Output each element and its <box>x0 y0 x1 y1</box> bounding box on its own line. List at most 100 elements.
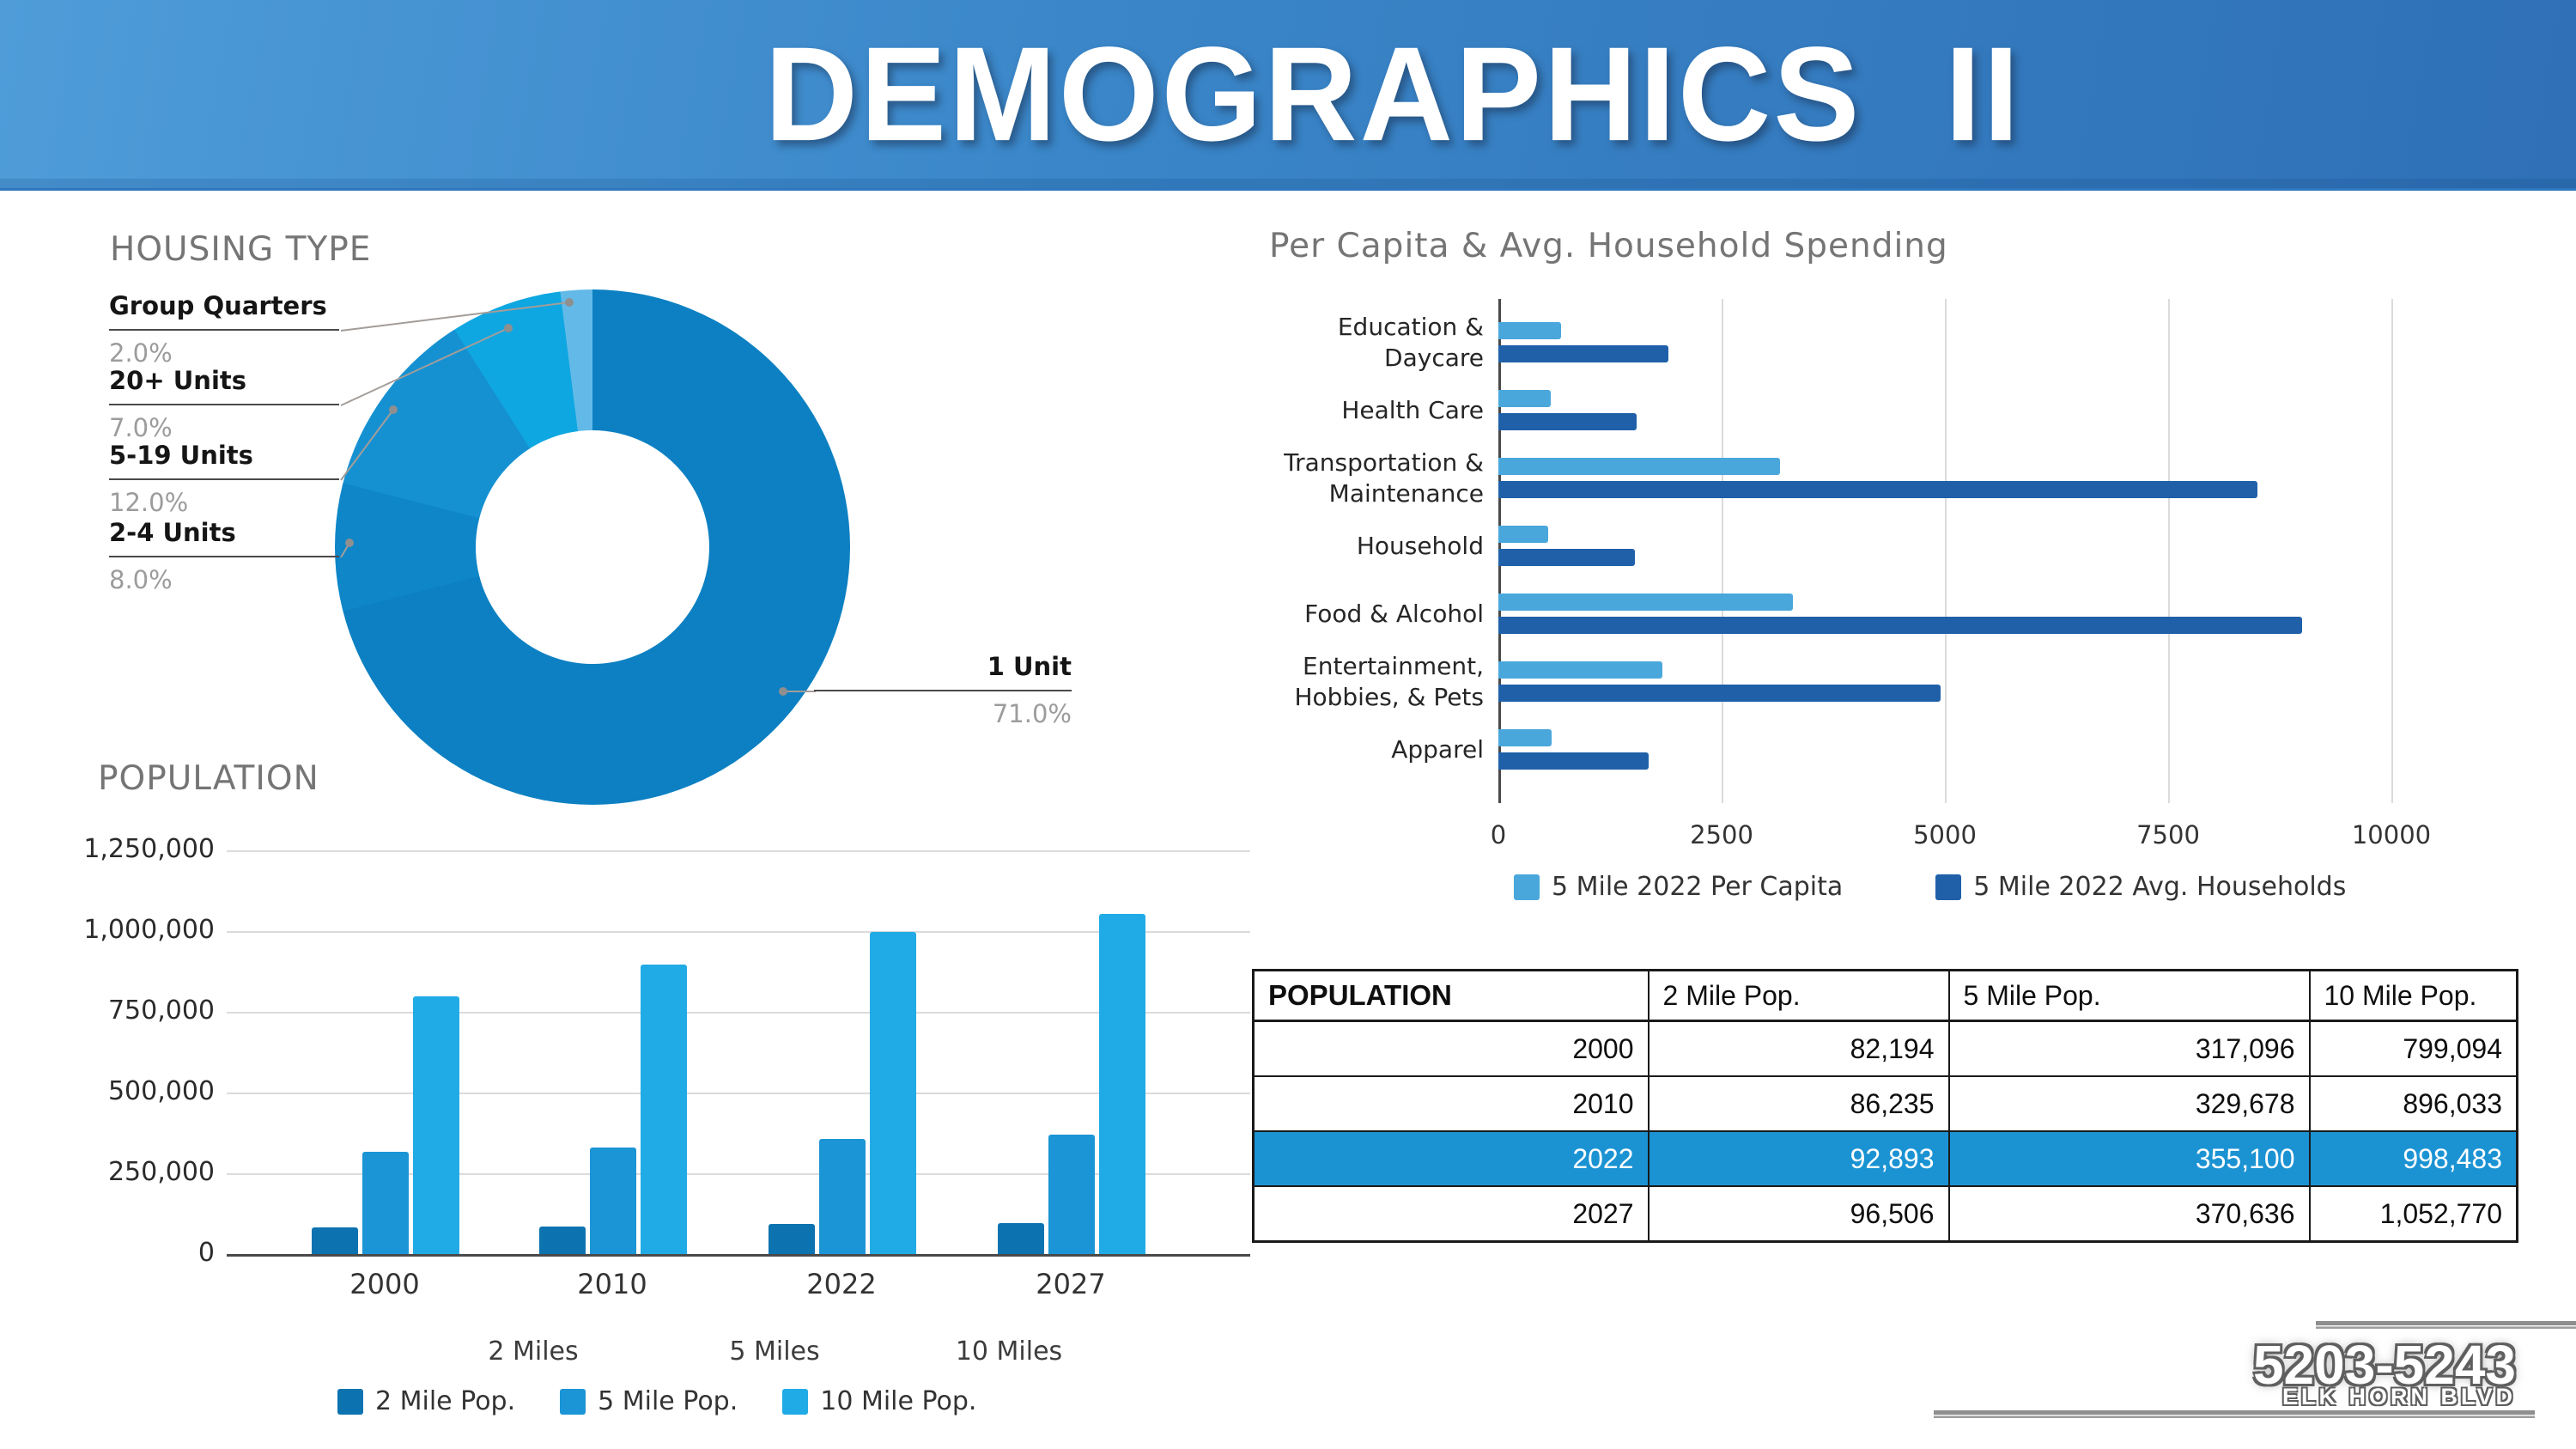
bar-5-mile-2022-per-capita-household <box>1498 526 1549 543</box>
donut-callout-2-4-units: 2-4 Units 8.0% <box>109 517 339 594</box>
spending-row-food-alcohol: Food & Alcohol <box>1269 570 2557 638</box>
bar-5-mile-2022-avg-households-transportation-maintenance <box>1498 481 2257 498</box>
table-cell: 998,483 <box>2308 1130 2518 1187</box>
distance-label-5-miles: 5 Miles <box>729 1336 820 1367</box>
population-x-tick: 2010 <box>577 1268 647 1300</box>
spending-category-label: Household <box>1356 531 1484 560</box>
bar-5-mile-pop-2027 <box>1048 1134 1095 1254</box>
bar-5-mile-2022-per-capita-entertainment-hobbies-pets <box>1498 661 1663 679</box>
table-cell: 1,052,770 <box>2308 1185 2518 1243</box>
bar-5-mile-pop-2022 <box>819 1139 866 1254</box>
spending-row-household: Household <box>1269 502 2557 570</box>
spending-bar-pair <box>1498 390 1637 430</box>
population-gridline <box>227 850 1250 852</box>
population-bar-group-2022 <box>769 931 916 1254</box>
spending-plot-area: Education & Daycare Health Care Transporta… <box>1269 299 2557 803</box>
spending-category-label: Education & Daycare <box>1337 312 1484 372</box>
spending-title: Per Capita & Avg. Household Spending <box>1269 227 1948 265</box>
logo-street-name: ELK HORN BLVD <box>2282 1384 2516 1409</box>
spending-bar-chart: Education & Daycare Health Care Transporta… <box>1269 219 2574 932</box>
bar-2-mile-pop-2000 <box>312 1227 358 1254</box>
legend-label: 5 Mile 2022 Avg. Households <box>1973 872 2347 902</box>
legend-label: 10 Mile Pop. <box>820 1386 977 1416</box>
table-cell: 82,194 <box>1647 1020 1950 1077</box>
donut-hole <box>476 430 709 664</box>
bar-5-mile-2022-per-capita-education-daycare <box>1498 322 1561 339</box>
table-cell: 86,235 <box>1647 1075 1950 1132</box>
table-row-2022: 2022 92,893 355,100 998,483 <box>1252 1130 2518 1187</box>
legend-item-5-mile-2022-avg-households: 5 Mile 2022 Avg. Households <box>1935 872 2346 902</box>
spending-legend: 5 Mile 2022 Per Capita 5 Mile 2022 Avg. H… <box>1514 872 2439 902</box>
donut-callout-5-19-units: 5-19 Units 12.0% <box>109 440 339 517</box>
population-y-tick: 0 <box>197 1238 215 1268</box>
spending-x-tick: 10000 <box>2351 820 2432 849</box>
population-gridline <box>227 931 1250 933</box>
bar-10-mile-pop-2022 <box>870 931 916 1254</box>
table-row-2027: 2027 96,506 370,636 1,052,770 <box>1252 1185 2518 1243</box>
slice-label: 20+ Units <box>109 365 339 405</box>
spending-bar-pair <box>1498 526 1636 566</box>
spending-row-apparel: Apparel <box>1269 706 2557 774</box>
slice-percent: 2.0% <box>109 338 173 368</box>
population-bar-group-2010 <box>539 965 687 1254</box>
population-y-tick: 1,000,000 <box>83 915 215 945</box>
table-cell: 96,506 <box>1647 1185 1950 1243</box>
bar-5-mile-pop-2010 <box>590 1148 636 1254</box>
slice-percent: 12.0% <box>109 488 189 517</box>
spending-gridline <box>2391 299 2393 803</box>
slice-percent: 71.0% <box>992 699 1072 728</box>
bar-5-mile-2022-avg-households-entertainment-hobbies-pets <box>1498 685 1941 702</box>
table-header-row: POPULATION 2 Mile Pop. 5 Mile Pop. 10 Mile … <box>1252 969 2518 1022</box>
housing-type-title: HOUSING TYPE <box>110 230 372 269</box>
table-row-2010: 2010 86,235 329,678 896,033 <box>1252 1075 2518 1132</box>
bar-5-mile-2022-avg-households-household <box>1498 549 1636 566</box>
table-header-cell-2-mile-pop: 2 Mile Pop. <box>1647 969 1950 1022</box>
bar-5-mile-2022-per-capita-health-care <box>1498 390 1552 407</box>
leader-dot-group-quarters <box>565 298 574 307</box>
slice-label: 1 Unit <box>814 651 1072 691</box>
table-cell: 329,678 <box>1947 1075 2311 1132</box>
population-gridline <box>227 1173 1250 1175</box>
bar-5-mile-2022-avg-households-apparel <box>1498 752 1649 770</box>
slice-label: Group Quarters <box>109 290 339 331</box>
spending-x-tick: 0 <box>1490 820 1507 849</box>
population-title: POPULATION <box>98 759 319 798</box>
population-y-tick: 250,000 <box>107 1157 215 1187</box>
population-x-axis <box>227 1254 1250 1257</box>
spending-gridline <box>1722 299 1723 803</box>
bar-5-mile-2022-avg-households-education-daycare <box>1498 345 1668 362</box>
bar-10-mile-pop-2000 <box>413 995 459 1254</box>
population-bar-group-2027 <box>998 914 1145 1254</box>
leader-dot-1-unit <box>779 687 787 696</box>
legend-swatch <box>782 1388 809 1415</box>
spending-gridline <box>1945 299 1947 803</box>
logo-address-range: 5203-5243 <box>2252 1334 2516 1396</box>
table-cell: 896,033 <box>2308 1075 2518 1132</box>
legend-label: 5 Mile Pop. <box>598 1386 738 1416</box>
spending-row-health-care: Health Care <box>1269 367 2557 435</box>
slice-label: 5-19 Units <box>109 440 339 480</box>
population-bar-chart: 2 Mile Pop. 5 Mile Pop. 10 Mile Pop. 0 250,… <box>52 816 1271 1449</box>
table-header-cell-5-mile-pop: 5 Mile Pop. <box>1947 969 2311 1022</box>
bar-5-mile-2022-per-capita-apparel <box>1498 729 1552 746</box>
legend-swatch <box>337 1388 363 1415</box>
logo-divider-top <box>2316 1321 2576 1329</box>
housing-donut-ring <box>335 289 850 805</box>
spending-bar-pair <box>1498 594 2302 634</box>
spending-bar-pair <box>1498 729 1649 770</box>
legend-item-5-mile-pop: 5 Mile Pop. <box>560 1386 738 1416</box>
spending-bar-pair <box>1498 458 2257 498</box>
table-cell: 2027 <box>1252 1185 1649 1243</box>
population-legend: 2 Mile Pop. 5 Mile Pop. 10 Mile Pop. <box>337 1386 1021 1416</box>
housing-donut-chart: Group Quarters 2.0% 20+ Units 7.0% 5-19 Unit… <box>0 198 1254 833</box>
bar-2-mile-pop-2027 <box>998 1222 1044 1254</box>
table-cell: 92,893 <box>1647 1130 1950 1187</box>
page-title: DEMOGRAPHICS II <box>0 0 2576 182</box>
slice-label: 2-4 Units <box>109 517 339 557</box>
table-cell: 355,100 <box>1947 1130 2311 1187</box>
table-cell: 799,094 <box>2308 1020 2518 1077</box>
donut-leader-lines <box>340 298 816 696</box>
spending-gridline <box>2168 299 2170 803</box>
spending-bar-pair <box>1498 661 1941 702</box>
population-x-tick: 2000 <box>349 1268 420 1300</box>
